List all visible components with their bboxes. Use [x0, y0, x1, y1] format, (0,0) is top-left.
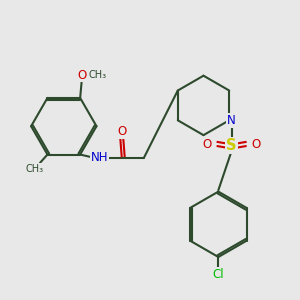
Text: O: O — [252, 138, 261, 151]
Text: O: O — [77, 68, 86, 82]
Text: S: S — [226, 138, 237, 153]
Text: CH₃: CH₃ — [88, 70, 106, 80]
Text: N: N — [227, 114, 236, 127]
Text: O: O — [117, 125, 126, 138]
Text: O: O — [202, 138, 212, 151]
Text: Cl: Cl — [212, 268, 224, 281]
Text: CH₃: CH₃ — [25, 164, 43, 174]
Text: NH: NH — [91, 151, 108, 164]
